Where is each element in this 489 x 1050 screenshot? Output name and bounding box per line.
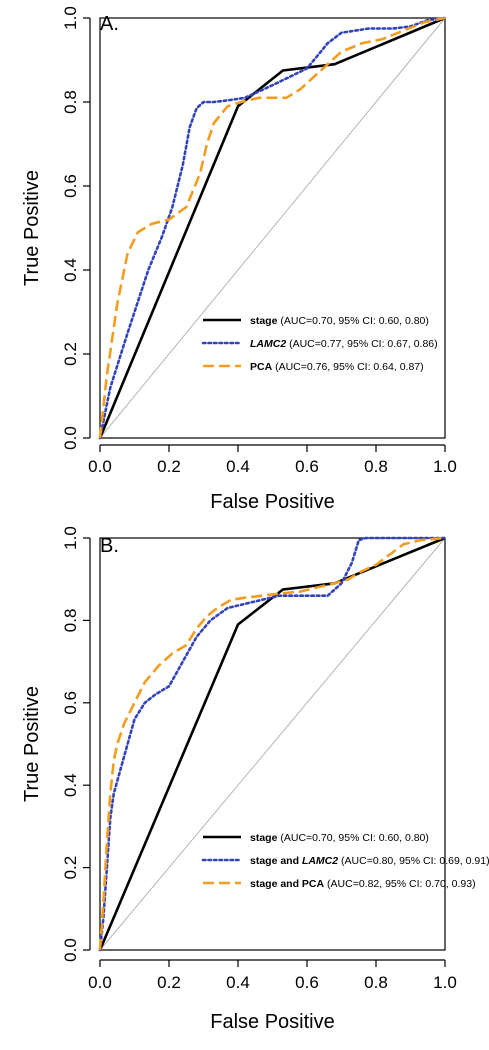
legend-series-name: stage and [250, 855, 302, 867]
legend-entry-text: PCA (AUC=0.76, 95% CI: 0.64, 0.87) [250, 361, 424, 373]
reference-diagonal [99, 537, 446, 951]
legend-entry-text: stage and LAMC2 (AUC=0.80, 95% CI: 0.69,… [250, 855, 489, 867]
y-tick-label: 0.8 [61, 609, 80, 633]
reference-diagonal [99, 17, 446, 439]
x-tick-label: 0.0 [88, 973, 112, 992]
legend-series-name: stage and PCA [250, 878, 325, 890]
y-tick-label: 0.2 [61, 856, 80, 880]
legend: stage (AUC=0.70, 95% CI: 0.60, 0.80) LAMC… [201, 315, 438, 373]
x-tick-label: 0.4 [226, 973, 250, 992]
legend-entry-text: stage (AUC=0.70, 95% CI: 0.60, 0.80) [250, 832, 429, 844]
legend-entry-text: stage and PCA (AUC=0.82, 95% CI: 0.70, 0… [250, 878, 476, 890]
y-axis-title: True Positive [21, 170, 43, 286]
series-line-lamc2 [98, 16, 447, 440]
panel-label: A. [100, 13, 119, 35]
y-axis-title: True Positive [21, 686, 43, 802]
series-line-pca [98, 16, 446, 439]
legend-entry-text: stage (AUC=0.70, 95% CI: 0.60, 0.80) [250, 315, 429, 327]
legend-series-detail: (AUC=0.70, 95% CI: 0.60, 0.80) [277, 832, 428, 844]
legend-series-name-gene: LAMC2 [302, 855, 338, 867]
roc-panel-b: B. 0.0 0.2 0.4 0.6 0.8 1.0 0.0 0.2 0.4 0.6 0.8 1.0 Fa… [21, 526, 489, 1033]
panel-label: B. [100, 535, 119, 557]
series-line-stage-and-pca [98, 536, 446, 951]
series-line-stage-and-lamc2 [98, 536, 447, 952]
legend-series-detail: (AUC=0.77, 95% CI: 0.67, 0.86) [286, 338, 437, 350]
y-tick-label: 1.0 [61, 526, 80, 550]
plot-frame [99, 17, 446, 439]
y-tick-label: 0.0 [61, 938, 80, 962]
y-tick-label: 0.2 [61, 342, 80, 366]
y-tick-label: 0.8 [61, 90, 80, 114]
plot-frame [99, 537, 446, 951]
y-tick-label: 0.6 [61, 174, 80, 198]
y-tick-label: 0.0 [61, 426, 80, 450]
y-tick-label: 0.6 [61, 691, 80, 715]
x-tick-label: 0.4 [226, 457, 250, 476]
x-axis-title: False Positive [210, 491, 335, 513]
x-tick-label: 0.6 [295, 457, 319, 476]
x-tick-label: 1.0 [433, 973, 457, 992]
legend-series-name: stage [250, 315, 278, 327]
x-tick-label: 0.2 [157, 457, 181, 476]
x-tick-label: 1.0 [433, 457, 457, 476]
x-tick-label: 0.0 [88, 457, 112, 476]
legend-series-detail: (AUC=0.70, 95% CI: 0.60, 0.80) [277, 315, 428, 327]
legend-series-detail: (AUC=0.76, 95% CI: 0.64, 0.87) [272, 361, 423, 373]
legend-entry-text: LAMC2 (AUC=0.77, 95% CI: 0.67, 0.86) [250, 338, 438, 350]
roc-panel-a: A. 0.0 0.2 0.4 0.6 0.8 1.0 0.0 0.2 0.4 0.6 0.8 1.0 Fa… [21, 6, 457, 513]
x-tick-label: 0.2 [157, 973, 181, 992]
y-tick-label: 0.4 [61, 258, 80, 282]
legend: stage (AUC=0.70, 95% CI: 0.60, 0.80)stag… [201, 832, 489, 890]
y-tick-label: 1.0 [61, 6, 80, 30]
series-line-stage [98, 536, 446, 951]
x-axis-title: False Positive [210, 1011, 335, 1033]
legend-series-name: LAMC2 [250, 338, 286, 350]
legend-series-name: stage [250, 832, 278, 844]
series-line-stage [98, 16, 446, 439]
y-tick-label: 0.4 [61, 773, 80, 797]
x-tick-label: 0.6 [295, 973, 319, 992]
x-tick-label: 0.8 [364, 457, 388, 476]
legend-series-detail: (AUC=0.80, 95% CI: 0.69, 0.91) [338, 855, 489, 867]
legend-series-name: PCA [250, 361, 273, 373]
x-tick-label: 0.8 [364, 973, 388, 992]
legend-series-detail: (AUC=0.82, 95% CI: 0.70, 0.93) [324, 878, 475, 890]
